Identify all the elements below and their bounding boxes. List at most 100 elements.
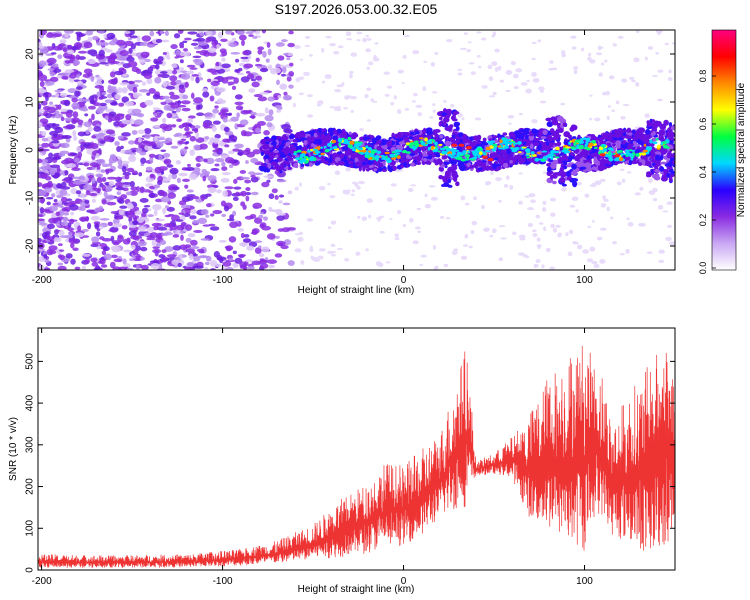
spectrogram-cell bbox=[402, 136, 410, 141]
spectrogram-cell bbox=[167, 102, 177, 106]
spectrogram-cell bbox=[407, 187, 414, 193]
spectrogram-cell bbox=[481, 85, 488, 89]
spectrogram-cell bbox=[128, 155, 137, 163]
spectrogram-cell bbox=[254, 63, 263, 67]
spectrogram-cell bbox=[161, 140, 171, 144]
spectrogram-cell bbox=[244, 215, 254, 220]
spectrogram-cell bbox=[422, 127, 427, 133]
spectrogram-cell bbox=[280, 153, 285, 157]
spectrogram-cell bbox=[258, 245, 262, 249]
spectrogram-cell bbox=[586, 258, 594, 263]
spectrogram-cell bbox=[43, 105, 51, 111]
spectrogram-cell bbox=[511, 231, 517, 236]
spectrogram-cell bbox=[306, 94, 313, 98]
spectrogram-cell bbox=[669, 134, 675, 139]
spectrogram-cell bbox=[240, 201, 246, 207]
spectrogram-cell bbox=[154, 109, 163, 113]
spectrogram-cell bbox=[59, 254, 66, 261]
spectrogram-cell bbox=[107, 221, 113, 226]
spectrogram-cell bbox=[284, 161, 290, 167]
spectrogram-cell bbox=[228, 257, 234, 261]
spectrogram-cell bbox=[545, 117, 553, 122]
spectrogram-cell bbox=[99, 225, 104, 230]
spectrogram-cell bbox=[265, 141, 270, 145]
spectrogram-cell bbox=[306, 218, 314, 222]
spectrogram-cell bbox=[668, 69, 672, 74]
spectrogram-cell bbox=[540, 136, 547, 140]
spectrogram-cell bbox=[108, 115, 118, 122]
spectrogram-cell bbox=[578, 162, 586, 168]
spectrogram-cell bbox=[192, 58, 200, 63]
spectrogram-cell bbox=[659, 161, 667, 165]
spectrogram-cell bbox=[351, 189, 356, 193]
spectrogram-cell bbox=[298, 92, 304, 96]
spectrogram-cell bbox=[582, 249, 589, 254]
spectrogram-cell bbox=[469, 164, 475, 169]
spectrogram-cell bbox=[190, 92, 195, 99]
spectrogram-cell bbox=[60, 142, 70, 149]
spectrogram-cell bbox=[651, 137, 658, 142]
spectrogram-cell bbox=[67, 227, 75, 232]
spectrogram-cell bbox=[429, 116, 434, 119]
spectrogram-cell bbox=[179, 45, 185, 49]
spectrogram-cell bbox=[655, 138, 659, 141]
spectrogram-cell bbox=[108, 229, 118, 232]
spectrogram-cell bbox=[583, 153, 588, 159]
spectrogram-cell bbox=[193, 144, 201, 151]
spectrogram-cell bbox=[221, 63, 231, 69]
spectrogram-cell bbox=[217, 31, 223, 39]
spectrogram-cell bbox=[68, 56, 75, 60]
spectrogram-cell bbox=[141, 207, 149, 214]
spectrogram-cell bbox=[351, 153, 356, 158]
spectrogram-cell bbox=[101, 176, 107, 183]
spectrogram-cell bbox=[117, 198, 125, 204]
spectrogram-cell bbox=[68, 232, 73, 237]
spectrogram-cell bbox=[176, 118, 182, 122]
spectrogram-cell bbox=[572, 126, 577, 130]
spectrogram-cell bbox=[350, 193, 355, 197]
spectrogram-cell bbox=[168, 187, 176, 191]
spectrogram-cell bbox=[227, 81, 235, 86]
spectrogram-cell bbox=[442, 155, 448, 160]
spectrogram-cell bbox=[409, 152, 416, 157]
spectrogram-cell bbox=[116, 113, 125, 117]
spectrogram-cell bbox=[627, 143, 634, 147]
spectrogram-cell bbox=[216, 87, 226, 93]
spectrogram-cell bbox=[207, 175, 217, 182]
spectrogram-cell bbox=[120, 61, 125, 65]
spectrogram-cell bbox=[590, 153, 598, 158]
spectrogram-cell bbox=[559, 166, 564, 173]
spectrogram-cell bbox=[348, 160, 355, 164]
spectrogram-cell bbox=[599, 227, 607, 231]
spectrogram-cell bbox=[625, 149, 630, 154]
spectrogram-cell bbox=[321, 80, 326, 84]
spectrogram-cell bbox=[508, 122, 512, 125]
spectrogram-cell bbox=[241, 149, 251, 155]
spectrogram-cell bbox=[468, 62, 475, 65]
spectrogram-cell bbox=[233, 178, 238, 184]
spectrogram-cell bbox=[176, 224, 185, 231]
spectrogram-cell bbox=[660, 148, 668, 154]
spectrogram-cell bbox=[286, 76, 292, 82]
spectrogram-cell bbox=[522, 254, 528, 258]
spectrogram-cell bbox=[175, 49, 181, 56]
spectrogram-cell bbox=[471, 220, 478, 226]
spectrogram-cell bbox=[193, 255, 201, 262]
spectrogram-cell bbox=[112, 218, 120, 225]
spectrogram-cell bbox=[366, 87, 372, 91]
spectrogram-cell bbox=[470, 230, 475, 234]
spectrogram-cell bbox=[457, 72, 463, 76]
spectrogram-cell bbox=[55, 211, 61, 217]
spectrogram-cell bbox=[59, 189, 68, 196]
spectrogram-cell bbox=[601, 156, 605, 159]
spectrogram-cell bbox=[201, 88, 209, 92]
spectrogram-cell bbox=[61, 178, 71, 182]
spectrogram-cell bbox=[309, 136, 315, 143]
spectrogram-cell bbox=[268, 151, 273, 158]
spectrogram-cell bbox=[257, 65, 261, 69]
spectrogram-cell bbox=[295, 146, 303, 151]
spectrogram-cell bbox=[46, 32, 54, 38]
spectrogram-cell bbox=[616, 160, 621, 164]
spectrogram-cell bbox=[72, 180, 83, 185]
spectrogram-cell bbox=[72, 247, 79, 252]
